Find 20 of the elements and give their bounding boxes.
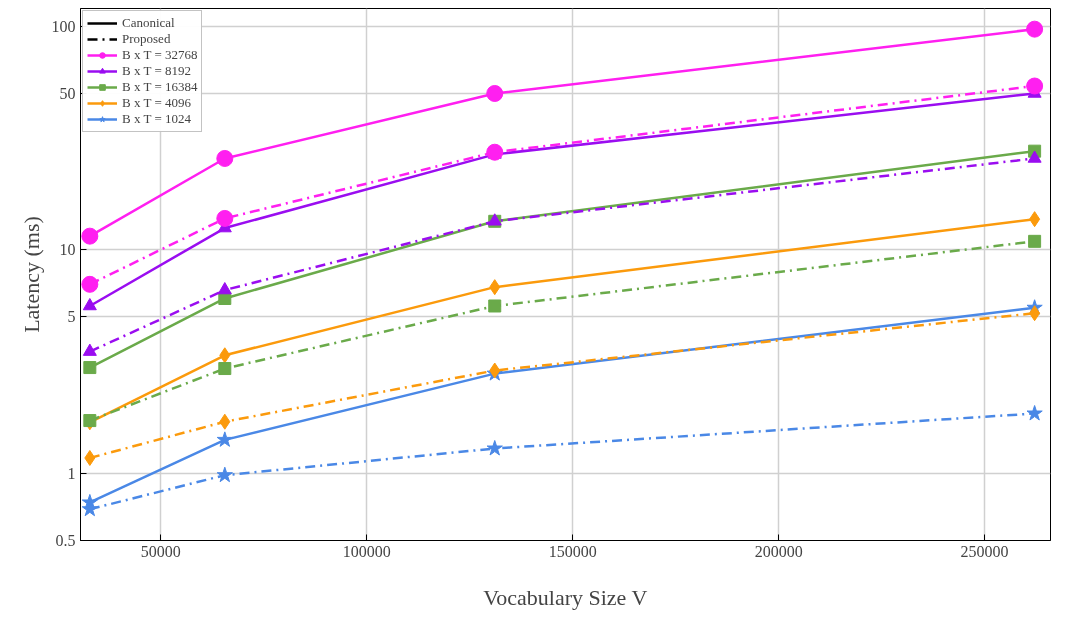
x-tick-label: 250000 [960, 542, 1009, 560]
y-tick-label: 10 [59, 241, 76, 259]
y-tick-label: 0.5 [55, 532, 76, 549]
legend-label: B x T = 8192 [122, 63, 191, 79]
x-tick-label: 100000 [342, 542, 391, 560]
y-tick-label: 100 [51, 17, 76, 35]
legend-label: Proposed [122, 31, 171, 47]
y-axis-title: Latency (ms) [18, 216, 44, 333]
y-tick-label: 5 [67, 308, 76, 326]
legend-label: B x T = 16384 [122, 79, 198, 95]
x-tick-label: 50000 [140, 542, 181, 560]
legend-label: B x T = 1024 [122, 111, 191, 127]
x-tick-label: 150000 [548, 542, 597, 560]
legend-label: B x T = 4096 [122, 95, 191, 111]
y-tick-label: 1 [67, 464, 76, 482]
x-axis-title: Vocabulary Size V [483, 584, 648, 610]
legend-label: B x T = 32768 [122, 47, 198, 63]
y-tick-label: 50 [59, 84, 76, 102]
x-tick-label: 200000 [754, 542, 803, 560]
legend-label: Canonical [122, 15, 175, 31]
